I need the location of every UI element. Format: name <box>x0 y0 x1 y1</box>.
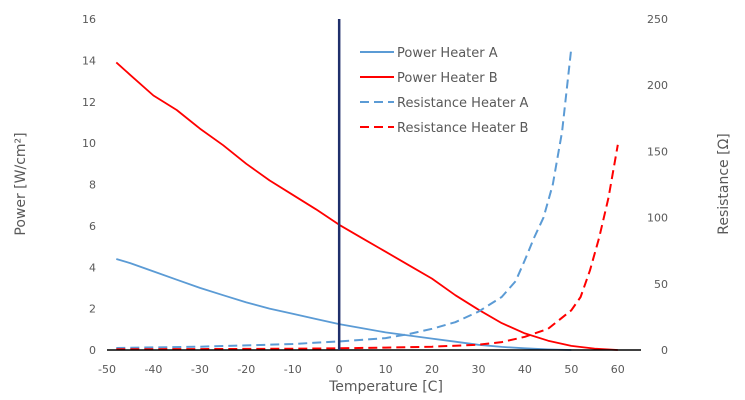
x-tick-label: 50 <box>564 363 578 376</box>
y-tick-label: 12 <box>82 96 96 109</box>
x-tick-label: -50 <box>98 363 116 376</box>
series-line-1 <box>115 61 618 351</box>
x-tick-label: 30 <box>471 363 485 376</box>
series-line-3 <box>116 144 619 351</box>
x-tick-label: 20 <box>425 363 439 376</box>
y2-tick-label: 50 <box>654 278 668 291</box>
y-tick-label: 10 <box>82 137 96 150</box>
y-tick-label: 2 <box>89 303 96 316</box>
y-tick-label: 4 <box>89 261 96 274</box>
x-tick-label: -10 <box>284 363 302 376</box>
x-tick-label: 60 <box>611 363 625 376</box>
legend: Power Heater A Power Heater B Resistance H… <box>360 46 528 136</box>
y2-tick-label: 100 <box>647 212 668 225</box>
y2-tick-label: 250 <box>647 13 668 26</box>
x-tick-label: -30 <box>191 363 209 376</box>
plot-lines <box>115 47 619 351</box>
y-tick-label: 8 <box>89 179 96 192</box>
y2-axis-ticks: 0 50 100 150 200 250 <box>647 13 668 357</box>
legend-label-0: Power Heater A <box>397 46 498 61</box>
series-line-0 <box>116 258 572 351</box>
x-tick-label: 40 <box>518 363 532 376</box>
y-axis-ticks: 0 2 4 6 8 10 12 14 16 <box>82 13 96 357</box>
x-tick-label: -40 <box>144 363 162 376</box>
x-axis-title: Temperature [C] <box>328 379 443 395</box>
legend-label-3: Resistance Heater B <box>397 121 528 136</box>
legend-label-1: Power Heater B <box>397 71 498 86</box>
y2-tick-label: 0 <box>661 344 668 357</box>
legend-label-2: Resistance Heater A <box>397 96 528 111</box>
y-tick-label: 6 <box>89 220 96 233</box>
x-axis-ticks: -50 -40 -30 -20 -10 0 10 20 30 40 50 60 <box>98 363 625 376</box>
y-axis-title: Power [W/cm²] <box>13 132 29 235</box>
y2-tick-label: 200 <box>647 79 668 92</box>
y2-tick-label: 150 <box>647 145 668 158</box>
series-line-2 <box>116 47 573 349</box>
x-tick-label: -20 <box>237 363 255 376</box>
x-tick-label: 10 <box>379 363 393 376</box>
y-tick-label: 14 <box>82 54 96 67</box>
y-tick-label: 0 <box>89 344 96 357</box>
x-tick-label: 0 <box>336 363 343 376</box>
y-tick-label: 16 <box>82 13 96 26</box>
y2-axis-title: Resistance [Ω] <box>716 133 732 235</box>
